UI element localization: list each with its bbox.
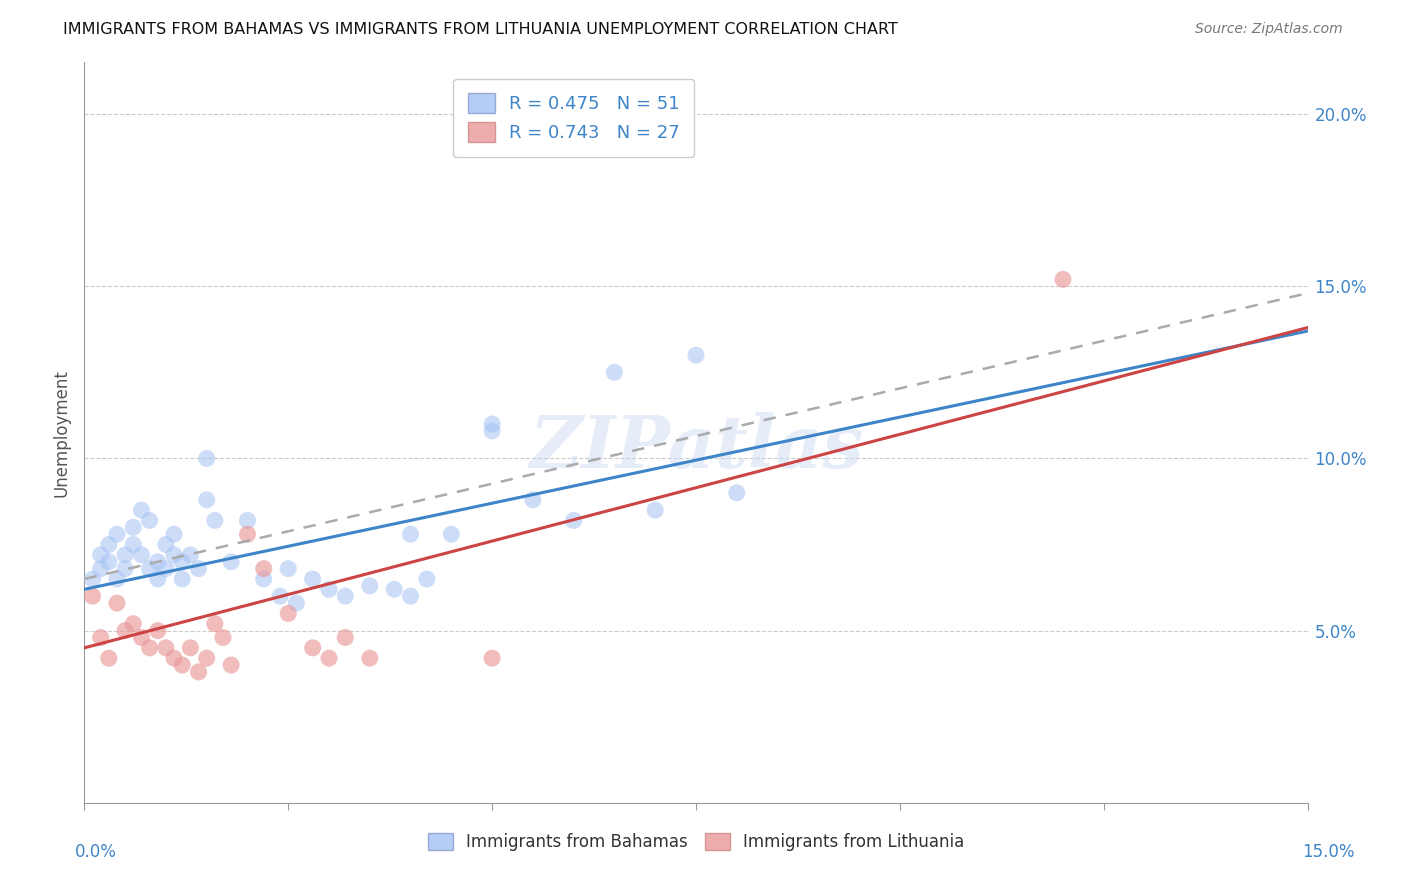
Point [219,555,242,569]
Point [725,486,748,500]
Point [97,555,120,569]
Point [399,589,422,603]
Point [105,572,128,586]
Point [122,537,145,551]
Point [105,527,128,541]
Point [195,651,218,665]
Text: 15.0%: 15.0% [1302,843,1355,861]
Point [114,624,136,638]
Point [481,417,503,431]
Point [131,503,153,517]
Point [481,651,503,665]
Point [146,572,169,586]
Point [187,665,209,679]
Point [195,492,218,507]
Point [82,572,104,586]
Point [179,548,201,562]
Point [335,589,357,603]
Point [253,561,276,575]
Point [204,616,226,631]
Point [212,631,235,645]
Point [172,572,194,586]
Point [382,582,405,597]
Point [131,631,153,645]
Point [301,640,323,655]
Point [163,527,186,541]
Point [481,424,503,438]
Point [97,537,120,551]
Point [172,658,194,673]
Point [236,513,259,527]
Point [155,561,177,575]
Point [122,616,145,631]
Point [269,589,291,603]
Point [335,631,357,645]
Point [277,607,299,621]
Point [359,651,381,665]
Point [122,520,145,534]
Text: 0.0%: 0.0% [75,843,117,861]
Point [277,561,299,575]
Point [82,589,104,603]
Y-axis label: Unemployment: Unemployment [52,368,70,497]
Point [155,537,177,551]
Point [562,513,585,527]
Point [685,348,707,362]
Point [114,548,136,562]
Point [172,555,194,569]
Point [416,572,439,586]
Point [138,513,160,527]
Point [105,596,128,610]
Point [440,527,463,541]
Point [219,658,242,673]
Point [90,631,112,645]
Text: Source: ZipAtlas.com: Source: ZipAtlas.com [1195,22,1343,37]
Point [318,651,340,665]
Point [318,582,340,597]
Point [163,548,186,562]
Point [146,555,169,569]
Point [187,561,209,575]
Text: IMMIGRANTS FROM BAHAMAS VS IMMIGRANTS FROM LITHUANIA UNEMPLOYMENT CORRELATION CH: IMMIGRANTS FROM BAHAMAS VS IMMIGRANTS FR… [63,22,898,37]
Legend: R = 0.475   N = 51, R = 0.743   N = 27: R = 0.475 N = 51, R = 0.743 N = 27 [453,78,695,157]
Point [90,548,112,562]
Point [138,640,160,655]
Point [1052,272,1074,286]
Point [146,624,169,638]
Point [114,561,136,575]
Point [399,527,422,541]
Point [97,651,120,665]
Point [90,561,112,575]
Point [179,640,201,655]
Text: ZIPatlas: ZIPatlas [529,412,863,483]
Point [131,548,153,562]
Point [163,651,186,665]
Point [204,513,226,527]
Point [195,451,218,466]
Point [301,572,323,586]
Point [285,596,308,610]
Point [253,572,276,586]
Point [155,640,177,655]
Point [522,492,544,507]
Point [603,365,626,379]
Point [236,527,259,541]
Point [359,579,381,593]
Point [644,503,666,517]
Point [138,561,160,575]
